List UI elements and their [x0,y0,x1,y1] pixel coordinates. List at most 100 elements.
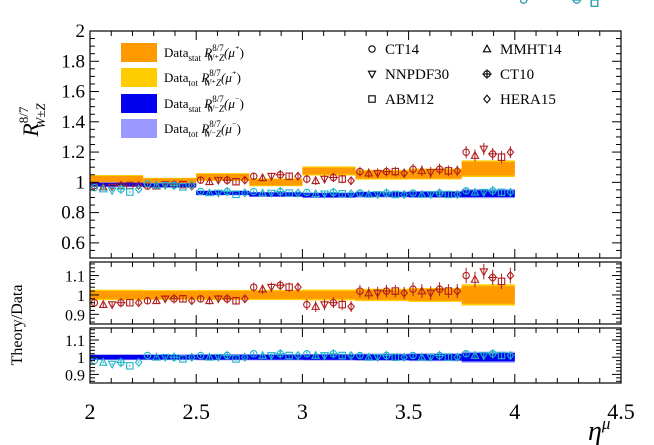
ratio-point-mmht14-minus [258,350,268,359]
point-mmht14-minus [204,187,215,197]
y-tick-label: 1.8 [61,51,85,72]
legend-paren: ) [237,121,241,136]
x-tick-label: 2.5 [182,399,210,424]
ratio-point-nnpdf30-plus [107,301,117,310]
legend-pdf-abm12: ABM12 [385,92,434,108]
legend-sub: W⁺Z [207,53,225,63]
point-hera15-plus [400,168,409,178]
ratio-point-hera15-minus [347,350,355,361]
ratio-point-mmht14-plus [311,301,321,310]
y-axis-superscript: 8/7 [16,106,31,123]
ratio-plus-stat-band [249,291,303,299]
point-abm12-plus [232,177,240,186]
point-nnpdf30-plus [266,172,276,182]
legend-charge: ⁺ [235,44,240,54]
ratio-point-nnpdf30-minus [107,360,117,370]
legend-entry: Datatot R8/7 W⁻Z(μ⁻) [164,119,241,139]
point-abm12-minus [338,190,346,198]
point-nnpdf30-minus [107,187,117,196]
ratio-point-abm12-minus [126,362,134,370]
y-tick-label: 0.8 [61,203,85,224]
x-tick-label: 2 [85,399,96,424]
y-tick-label: 1 [77,288,85,305]
legend-paren: (μ [224,45,235,60]
ratio-point-ct10-minus [275,349,285,359]
ratio-point-nnpdf30-plus [426,289,436,298]
point-mmht14-minus [258,188,268,197]
point-hera15-plus [294,171,302,181]
point-hera15-minus [347,189,355,199]
legend-pdf-ct14: CT14 [385,42,420,58]
y-tick-label: 0.6 [61,233,85,254]
ratio-point-abm12-minus [391,353,400,361]
legend-sup: 8/7 [212,94,224,104]
point-hera15-plus [506,147,515,157]
ratio-point-ct14-minus [356,351,364,360]
ratio-point-ct10-plus [116,297,126,308]
ratio-point-mmht14-minus [417,352,427,361]
ratio-point-hera15-plus [294,282,302,292]
ratio-point-hera15-minus [506,350,515,361]
point-abm12-plus [285,172,293,181]
ratio-point-ct10-minus [222,350,232,361]
ratio-point-hera15-minus [240,352,249,362]
ratio-point-mmht14-plus [364,288,374,297]
legend-paren: (μ [221,70,232,85]
panel-frame [89,30,622,259]
legend-symbol: R [198,70,209,85]
point-mmht14-plus [311,175,321,185]
ratio-minus-stat-band [461,353,515,362]
point-abm12-minus [126,188,134,196]
point-ct14-plus [303,175,311,183]
band-minus-stat [196,190,250,195]
ratio-point-ct10-minus [381,350,392,361]
point-ct10-minus [328,187,339,198]
ratio-point-abm12-minus [285,351,293,360]
point-ct10-minus [169,180,179,191]
legend-base: Data [164,45,189,60]
legend-base: Data [164,70,189,85]
point-ct14-plus [249,172,258,181]
y-tick-label: 0.9 [65,307,85,324]
ratio-point-ct10-plus [487,272,498,283]
axis-labels: 0.60.811.21.41.61.820.911.10.911.12 2.5 3 3… [9,21,635,445]
point-hera15-minus [294,188,302,198]
point-ct14-plus [409,165,417,173]
ratio-point-hera15-plus [187,296,196,306]
panel-frame [89,261,622,325]
point-ct14-minus [249,187,258,196]
band-plus-stat [302,167,356,175]
point-mmht14-minus [417,189,427,198]
ratio-point-mmht14-plus [470,274,480,283]
ratio-point-ct10-minus [434,350,445,361]
x-tick-label: 4.5 [607,399,635,424]
ratio-point-ct14-plus [143,296,152,305]
ratio-point-hera15-plus [400,288,409,298]
ratio-point-abm12-minus [590,0,599,7]
point-ct10-minus [434,188,445,198]
band-minus-stat [355,192,409,197]
ratio-minus-stat-band [408,354,462,361]
legend-symbol: R [201,45,212,60]
x-axis-label: ημ [588,414,610,445]
point-nnpdf30-plus [319,175,330,185]
ratio-point-abm12-minus [179,355,187,363]
ratio-point-ct10-plus [275,280,285,290]
point-ct14-minus [462,187,470,195]
point-nnpdf30-minus [479,188,489,198]
point-nnpdf30-minus [160,182,170,191]
legend-base: Data [164,96,189,111]
point-ct10-minus [381,188,392,198]
legend-swatch [121,94,157,113]
point-abm12-plus [590,0,599,7]
ratio-point-ct14-plus [356,287,364,295]
band-plus-stat [355,170,409,179]
legend-marker-diamond [483,94,491,104]
ratio-point-hera15-plus [240,294,249,304]
legend-entry: Datatot R8/7 W⁺Z(μ⁺) [164,68,241,88]
point-hera15-plus [240,175,249,185]
ratio-point-nnpdf30-minus [266,352,276,361]
point-nnpdf30-minus [213,189,223,198]
x-axis-symbol: η [588,416,602,445]
